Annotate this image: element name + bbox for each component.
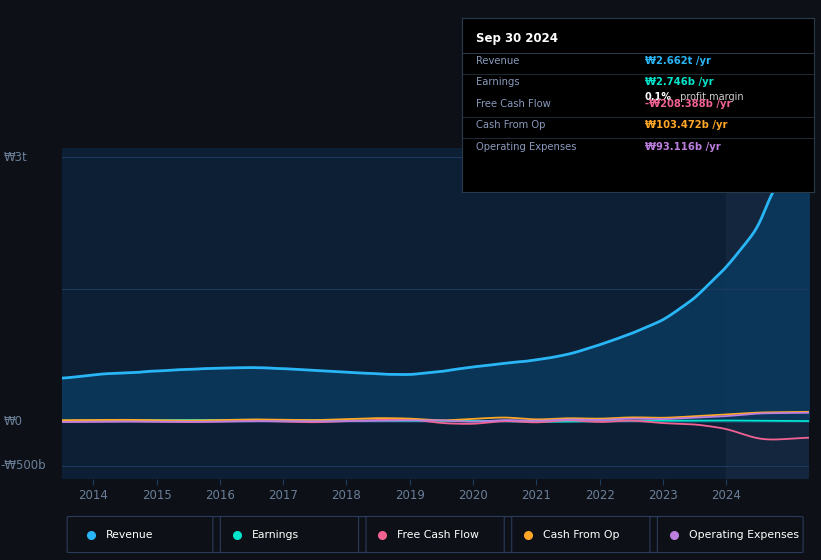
Text: Free Cash Flow: Free Cash Flow (397, 530, 479, 539)
Text: Revenue: Revenue (476, 56, 520, 66)
Text: -₩208.388b /yr: -₩208.388b /yr (645, 99, 732, 109)
Text: Operating Expenses: Operating Expenses (476, 142, 577, 152)
Text: Earnings: Earnings (476, 77, 520, 87)
Text: profit margin: profit margin (677, 92, 743, 102)
Text: Operating Expenses: Operating Expenses (689, 530, 799, 539)
Text: Revenue: Revenue (106, 530, 154, 539)
Text: ₩2.746b /yr: ₩2.746b /yr (645, 77, 713, 87)
Text: Earnings: Earnings (252, 530, 299, 539)
Text: Cash From Op: Cash From Op (543, 530, 620, 539)
Text: ₩3t: ₩3t (4, 151, 28, 164)
Text: -₩500b: -₩500b (0, 459, 46, 472)
Text: ₩2.662t /yr: ₩2.662t /yr (645, 56, 711, 66)
Text: Cash From Op: Cash From Op (476, 120, 546, 130)
Text: Free Cash Flow: Free Cash Flow (476, 99, 551, 109)
Bar (727, 148, 809, 479)
Text: ₩103.472b /yr: ₩103.472b /yr (645, 120, 727, 130)
Text: 0.1%: 0.1% (645, 92, 672, 102)
Text: Sep 30 2024: Sep 30 2024 (476, 32, 558, 45)
Text: ₩93.116b /yr: ₩93.116b /yr (645, 142, 721, 152)
Text: ₩0: ₩0 (4, 415, 23, 428)
